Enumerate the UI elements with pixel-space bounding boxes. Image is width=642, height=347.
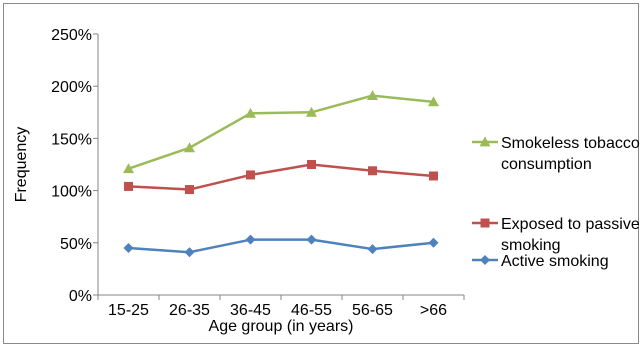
data-point	[368, 166, 377, 176]
series-1	[123, 90, 439, 174]
y-tick-label: 0%	[69, 288, 92, 305]
data-point	[307, 160, 316, 169]
data-point	[428, 96, 439, 107]
legend-swatch-marker	[480, 218, 490, 228]
line-chart: 0% 50% 100% 150% 200% 250% 15-25 26-35 36-45 46-…	[13, 27, 640, 335]
x-tick-label: 26-35	[169, 302, 210, 319]
data-point	[306, 234, 317, 245]
legend-label: Active smoking	[501, 253, 609, 270]
x-tick-label: 46-55	[291, 302, 332, 319]
data-point	[184, 142, 195, 153]
y-axis-title: Frequency	[13, 127, 30, 203]
x-tick-label: >66	[420, 302, 447, 319]
x-axis-title: Age group (in years)	[209, 318, 354, 335]
data-point	[429, 171, 438, 181]
y-axis: 0% 50% 100% 150% 200% 250%	[51, 27, 99, 305]
y-tick-label: 200%	[51, 79, 92, 96]
legend: Smokeless tobacco consumption Exposed to p…	[472, 135, 640, 270]
legend-label: Exposed to passive	[501, 216, 640, 233]
x-axis: 15-25 26-35 36-45 46-55 56-65 >66	[97, 294, 465, 319]
series-3	[123, 234, 439, 258]
data-point	[124, 181, 133, 191]
y-tick-label: 100%	[51, 184, 92, 201]
data-point	[245, 107, 256, 118]
legend-label: Smokeless tobacco	[501, 135, 640, 152]
legend-label: smoking	[501, 237, 561, 254]
legend-swatch-marker	[480, 255, 490, 265]
legend-entry: Exposed to passive smoking	[472, 216, 640, 254]
series-2	[124, 160, 438, 195]
data-point	[306, 106, 317, 117]
legend-label: consumption	[501, 156, 592, 173]
data-point	[367, 90, 378, 100]
x-tick-label: 56-65	[352, 302, 393, 319]
data-point	[123, 243, 134, 254]
series-line	[128, 94, 434, 170]
legend-entry: Smokeless tobacco consumption	[472, 135, 640, 173]
x-tick-label: 36-45	[230, 302, 271, 319]
data-point	[246, 170, 255, 180]
data-point	[245, 234, 256, 245]
data-point	[184, 247, 195, 258]
y-tick-label: 250%	[51, 27, 92, 44]
data-point	[367, 244, 378, 255]
data-point	[185, 185, 194, 195]
series-line	[128, 163, 434, 191]
chart-frame: 0% 50% 100% 150% 200% 250% 15-25 26-35 36-45 46-…	[3, 3, 640, 344]
legend-swatch-marker	[479, 136, 491, 147]
series-line	[128, 238, 434, 254]
x-tick-label: 15-25	[108, 302, 149, 319]
y-tick-label: 50%	[60, 236, 92, 253]
legend-entry: Active smoking	[472, 253, 609, 270]
y-tick-label: 150%	[51, 131, 92, 148]
data-point	[428, 237, 439, 248]
series-layer	[123, 90, 439, 258]
data-point	[123, 163, 134, 174]
